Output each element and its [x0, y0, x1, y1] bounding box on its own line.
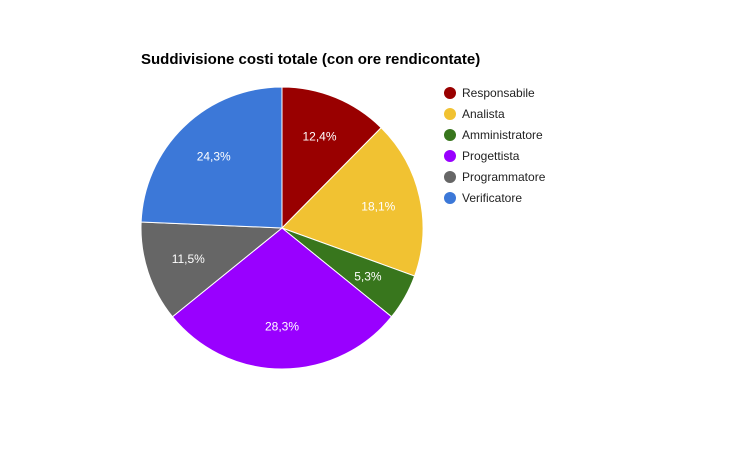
- slice-value-label: 11,5%: [172, 252, 205, 266]
- legend-swatch: [444, 129, 456, 141]
- slice-value-label: 5,3%: [354, 270, 382, 284]
- pie-slice-labels: 12,4% 18,1% 5,3% 28,3% 11,5% 24,3%: [172, 130, 396, 334]
- legend-item-responsabile[interactable]: Responsabile: [444, 86, 535, 100]
- legend: Responsabile Analista Amministratore Proget…: [444, 86, 546, 205]
- legend-swatch: [444, 192, 456, 204]
- pie-slice-programmatore[interactable]: [140, 221, 284, 318]
- legend-label: Amministratore: [462, 128, 543, 142]
- pie-slice-verificatore[interactable]: [140, 86, 283, 229]
- chart-title: Suddivisione costi totale (con ore rendi…: [141, 51, 480, 68]
- legend-swatch: [444, 108, 456, 120]
- pie-slice-responsabile[interactable]: [281, 86, 382, 230]
- legend-label: Programmatore: [462, 170, 546, 184]
- legend-label: Progettista: [462, 149, 520, 163]
- pie-slices: [140, 86, 424, 370]
- legend-swatch: [444, 87, 456, 99]
- slice-value-label: 18,1%: [361, 199, 395, 213]
- legend-label: Analista: [462, 107, 505, 121]
- legend-swatch: [444, 150, 456, 162]
- legend-item-amministratore[interactable]: Amministratore: [444, 128, 543, 142]
- slice-value-label: 12,4%: [303, 130, 337, 144]
- legend-label: Responsabile: [462, 86, 535, 100]
- pie-slice-analista[interactable]: [281, 127, 424, 277]
- legend-label: Verificatore: [462, 191, 522, 205]
- pie-slice-progettista[interactable]: [171, 227, 393, 370]
- legend-item-verificatore[interactable]: Verificatore: [444, 191, 522, 205]
- slice-value-label: 24,3%: [197, 150, 231, 164]
- legend-swatch: [444, 171, 456, 183]
- legend-item-progettista[interactable]: Progettista: [444, 149, 520, 163]
- slice-value-label: 28,3%: [265, 320, 299, 334]
- legend-item-analista[interactable]: Analista: [444, 107, 505, 121]
- legend-item-programmatore[interactable]: Programmatore: [444, 170, 546, 184]
